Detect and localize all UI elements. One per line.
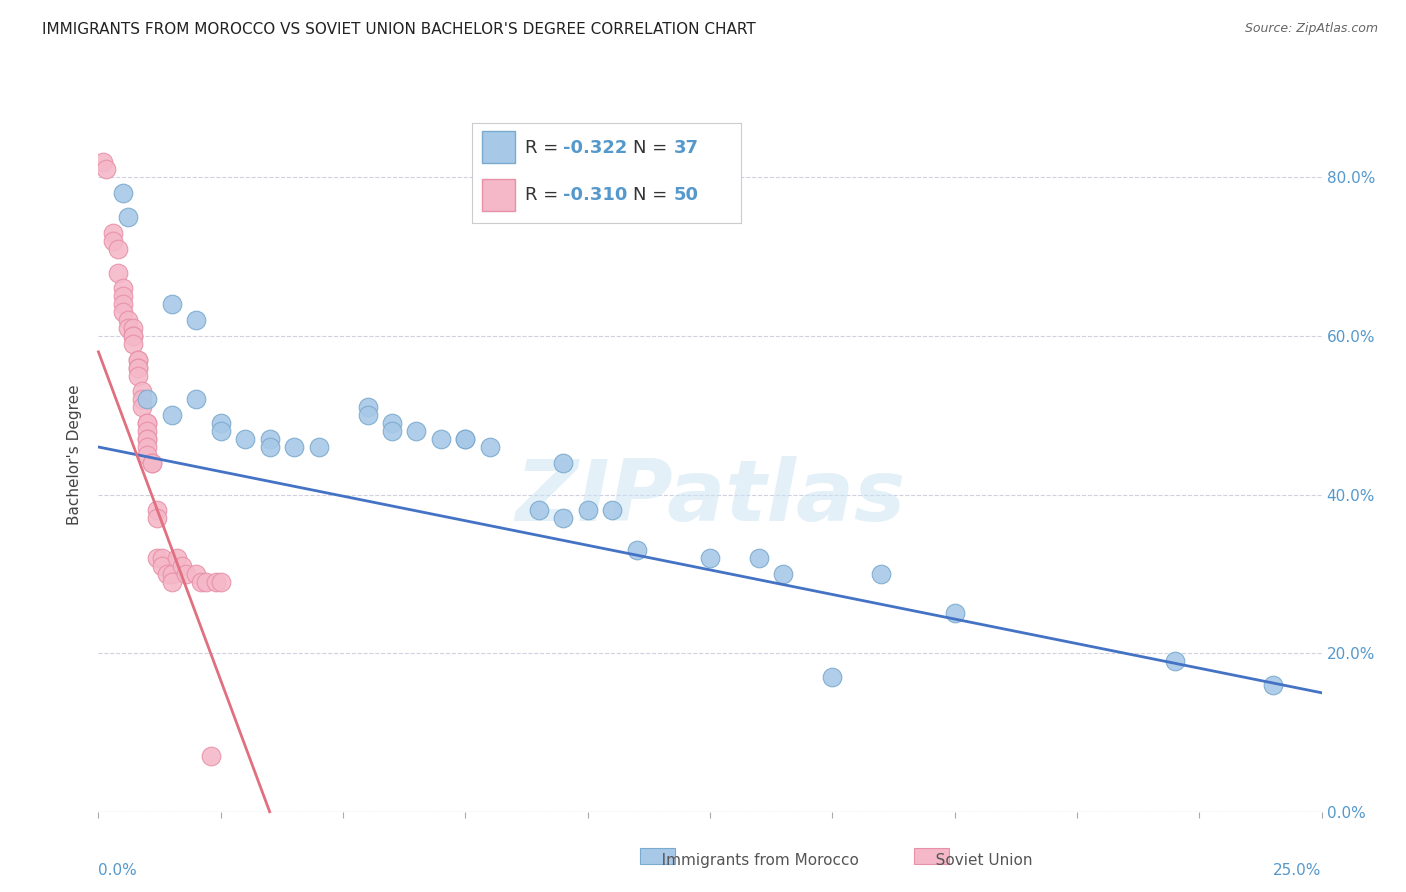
Point — [156, 566, 179, 581]
Point — [454, 432, 477, 446]
Point — [127, 360, 149, 375]
Point — [131, 401, 153, 415]
Point — [127, 360, 149, 375]
Point — [136, 432, 159, 446]
Point — [146, 511, 169, 525]
Point — [127, 368, 149, 383]
Point — [136, 424, 159, 438]
Point — [233, 432, 256, 446]
Point — [870, 566, 893, 581]
Point — [283, 440, 305, 454]
Point — [1164, 654, 1187, 668]
Point — [405, 424, 427, 438]
Point — [195, 574, 218, 589]
Point — [699, 551, 721, 566]
Point — [160, 574, 183, 589]
Text: 0.0%: 0.0% — [98, 863, 138, 879]
Point — [107, 266, 129, 280]
Point — [101, 234, 124, 248]
Point — [121, 337, 143, 351]
Point — [381, 424, 404, 438]
Point — [205, 574, 228, 589]
Point — [141, 456, 163, 470]
Point — [553, 511, 575, 525]
Point — [821, 670, 844, 684]
Point — [91, 154, 114, 169]
Text: IMMIGRANTS FROM MOROCCO VS SOVIET UNION BACHELOR'S DEGREE CORRELATION CHART: IMMIGRANTS FROM MOROCCO VS SOVIET UNION … — [42, 22, 756, 37]
Point — [117, 321, 139, 335]
Point — [259, 432, 281, 446]
Point — [121, 329, 143, 343]
Point — [117, 210, 139, 224]
Point — [136, 416, 159, 430]
Point — [127, 352, 149, 367]
Point — [430, 432, 453, 446]
Point — [576, 503, 599, 517]
Point — [160, 566, 183, 581]
Point — [527, 503, 550, 517]
Point — [943, 607, 966, 621]
Point — [136, 440, 159, 454]
Point — [146, 503, 169, 517]
Text: Source: ZipAtlas.com: Source: ZipAtlas.com — [1244, 22, 1378, 36]
Point — [748, 551, 770, 566]
Point — [209, 416, 232, 430]
Point — [111, 186, 134, 201]
Point — [160, 297, 183, 311]
Point — [626, 543, 648, 558]
Point — [259, 440, 281, 454]
Point — [127, 352, 149, 367]
Point — [150, 558, 173, 573]
Point — [553, 456, 575, 470]
Point — [454, 432, 477, 446]
Point — [356, 401, 378, 415]
Point — [190, 574, 212, 589]
Point — [136, 392, 159, 407]
Point — [308, 440, 330, 454]
Point — [772, 566, 794, 581]
Point — [121, 321, 143, 335]
Point — [131, 384, 153, 399]
Point — [176, 566, 198, 581]
Point — [186, 392, 208, 407]
Point — [111, 281, 134, 295]
Point — [94, 162, 117, 177]
Point — [150, 551, 173, 566]
Point — [600, 503, 623, 517]
Point — [166, 551, 188, 566]
Y-axis label: Bachelor's Degree: Bachelor's Degree — [67, 384, 83, 525]
Point — [186, 313, 208, 327]
Point — [160, 409, 183, 423]
Text: Soviet Union: Soviet Union — [921, 853, 1032, 868]
Point — [111, 305, 134, 319]
Point — [101, 226, 124, 240]
Text: 25.0%: 25.0% — [1274, 863, 1322, 879]
Point — [136, 448, 159, 462]
Point — [381, 416, 404, 430]
Point — [131, 392, 153, 407]
Point — [478, 440, 501, 454]
Point — [209, 574, 232, 589]
Point — [170, 558, 193, 573]
Point — [141, 456, 163, 470]
Point — [146, 551, 169, 566]
Point — [209, 424, 232, 438]
Point — [1261, 678, 1284, 692]
Point — [200, 749, 222, 764]
Text: ZIPatlas: ZIPatlas — [515, 456, 905, 540]
Point — [111, 289, 134, 303]
Point — [136, 416, 159, 430]
Point — [117, 313, 139, 327]
Text: Immigrants from Morocco: Immigrants from Morocco — [647, 853, 859, 868]
Point — [356, 409, 378, 423]
Point — [111, 297, 134, 311]
Point — [107, 242, 129, 256]
Point — [121, 329, 143, 343]
Point — [186, 566, 208, 581]
Point — [136, 432, 159, 446]
